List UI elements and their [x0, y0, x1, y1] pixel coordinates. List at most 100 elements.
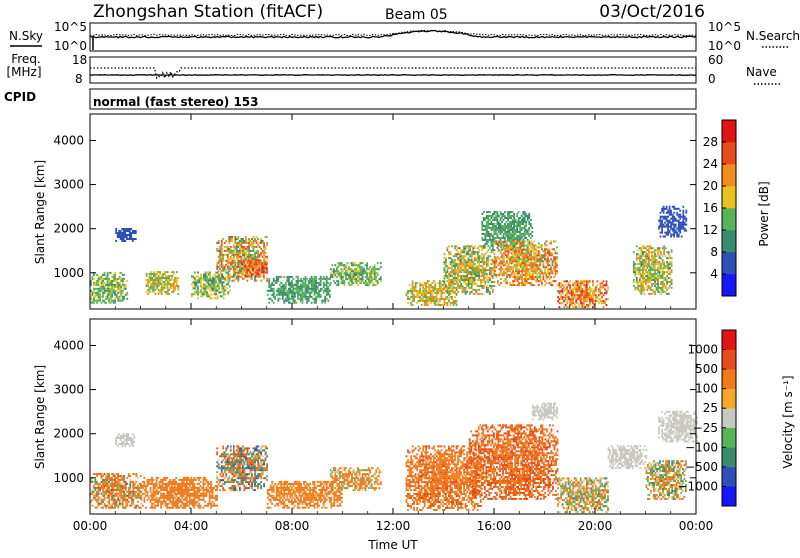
data-cell [119, 499, 121, 501]
data-cell [679, 210, 681, 212]
nsky-trace [90, 30, 696, 50]
data-cell [422, 286, 424, 288]
data-cell [634, 289, 636, 291]
data-cell [299, 292, 301, 294]
data-cell [550, 258, 552, 260]
data-cell [503, 260, 505, 262]
data-cell [468, 267, 470, 269]
data-cell [506, 282, 508, 284]
data-cell [174, 285, 176, 287]
data-cell [530, 252, 532, 254]
data-cell [669, 285, 671, 287]
data-cell [434, 286, 436, 288]
data-cell [448, 275, 450, 277]
data-cell [648, 257, 650, 259]
data-cell [550, 282, 552, 284]
data-cell [258, 273, 260, 275]
data-cell [520, 248, 522, 250]
data-cell [104, 481, 106, 483]
data-cell [684, 228, 686, 230]
data-cell [565, 284, 567, 286]
data-cell [216, 248, 218, 250]
data-cell [347, 278, 349, 280]
data-cell [600, 292, 602, 294]
data-cell [471, 287, 473, 289]
data-cell [380, 280, 382, 282]
data-cell [95, 292, 97, 294]
data-cell [539, 244, 541, 246]
data-cell [559, 302, 561, 304]
data-cell [162, 275, 164, 277]
data-cell [580, 288, 582, 290]
data-cell [273, 292, 275, 294]
data-cell [667, 224, 669, 226]
data-cell [222, 256, 224, 258]
data-cell [663, 212, 665, 214]
data-cell [252, 269, 254, 271]
data-cell [477, 253, 479, 255]
data-cell [302, 300, 304, 302]
data-cell [514, 284, 516, 286]
data-cell [137, 501, 139, 503]
data-cell [297, 278, 299, 280]
data-cell [326, 294, 328, 296]
nsearch-tick-top: 10^5 [708, 20, 741, 34]
data-cell [665, 247, 667, 249]
data-cell [468, 261, 470, 263]
data-cell [634, 275, 636, 277]
data-cell [368, 284, 370, 286]
data-cell [253, 244, 255, 246]
data-cell [125, 483, 127, 485]
data-cell [104, 292, 106, 294]
data-cell [134, 507, 136, 509]
data-cell [497, 244, 499, 246]
data-cell [211, 297, 213, 299]
data-cell [457, 247, 459, 249]
data-cell [550, 242, 552, 244]
data-cell [543, 262, 545, 264]
data-cell [663, 245, 665, 247]
data-cell [496, 262, 498, 264]
data-cell [519, 229, 521, 231]
data-cell [439, 280, 441, 282]
data-cell [126, 505, 128, 507]
data-cell [600, 298, 602, 300]
data-cell [115, 439, 117, 441]
data-cell [673, 234, 675, 236]
data-cell [101, 302, 103, 304]
data-cell [263, 271, 265, 273]
data-cell [660, 265, 662, 267]
data-cell [427, 290, 429, 292]
data-cell [451, 298, 453, 300]
data-cell [448, 245, 450, 247]
data-cell [248, 269, 250, 271]
data-cell [640, 285, 642, 287]
data-cell [224, 289, 226, 291]
data-cell [288, 300, 290, 302]
data-cell [592, 306, 594, 308]
data-cell [425, 288, 427, 290]
data-cell [139, 493, 141, 495]
data-cell [324, 302, 326, 304]
data-cell [123, 278, 125, 280]
data-cell [519, 225, 521, 227]
data-cell [511, 244, 513, 246]
data-cell [110, 302, 112, 304]
data-cell [116, 290, 118, 292]
data-cell [222, 238, 224, 240]
data-cell [447, 265, 449, 267]
data-cell [504, 215, 506, 217]
data-cell [552, 254, 554, 256]
data-cell [155, 281, 157, 283]
data-cell [113, 473, 115, 475]
data-cell [114, 278, 116, 280]
data-cell [501, 217, 503, 219]
y-tick-label: 4000 [53, 133, 84, 147]
data-cell [174, 289, 176, 291]
data-cell [503, 242, 505, 244]
data-cell [125, 505, 127, 507]
data-cell [238, 274, 240, 276]
data-cell [512, 248, 514, 250]
data-cell [116, 503, 118, 505]
data-cell [657, 289, 659, 291]
